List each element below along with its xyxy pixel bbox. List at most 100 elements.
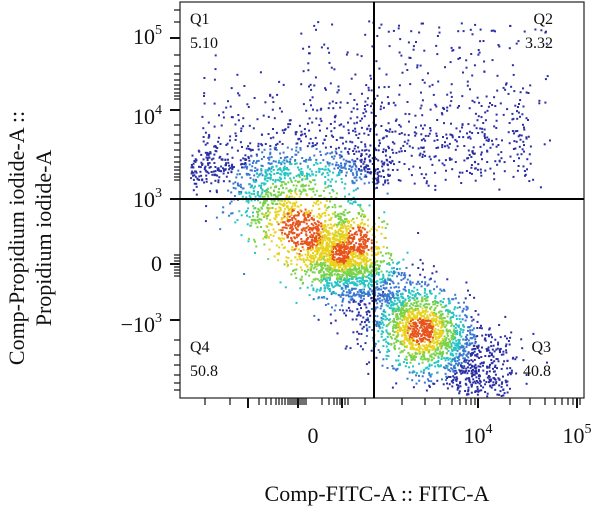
event-dot — [215, 191, 218, 194]
event-dot — [397, 282, 400, 285]
event-dot — [269, 148, 272, 151]
event-dot — [347, 295, 350, 298]
event-dot — [237, 119, 240, 122]
event-dot — [303, 132, 306, 135]
event-dot — [453, 364, 456, 367]
event-dot — [425, 323, 428, 326]
event-dot — [418, 31, 421, 34]
event-dot — [398, 161, 401, 163]
event-dot — [398, 84, 401, 87]
event-dot — [350, 258, 353, 261]
event-dot — [380, 232, 383, 235]
event-dot — [327, 268, 330, 271]
event-dot — [353, 244, 356, 247]
event-dot — [477, 115, 480, 118]
event-dot — [425, 325, 428, 328]
event-dot — [429, 307, 431, 310]
event-dot — [331, 232, 334, 235]
event-dot — [342, 294, 345, 296]
event-dot — [314, 265, 317, 268]
event-dot — [382, 151, 384, 153]
event-dot — [298, 180, 301, 183]
event-dot — [323, 272, 326, 275]
event-dot — [357, 293, 360, 296]
event-dot — [303, 128, 306, 131]
event-dot — [405, 355, 408, 358]
event-dot — [294, 272, 297, 275]
event-dot — [390, 301, 393, 304]
event-dot — [386, 293, 389, 296]
event-dot — [402, 326, 405, 329]
event-dot — [267, 258, 270, 261]
event-dot — [276, 252, 279, 255]
event-dot — [359, 230, 362, 233]
event-dot — [434, 354, 437, 357]
event-dot — [420, 323, 423, 326]
event-dot — [353, 122, 356, 125]
event-dot — [236, 184, 239, 187]
event-dot — [489, 102, 491, 105]
event-dot — [451, 338, 454, 341]
event-dot — [361, 221, 364, 224]
event-dot — [332, 248, 335, 250]
event-dot — [263, 199, 266, 202]
event-dot — [408, 310, 411, 312]
event-dot — [337, 229, 340, 232]
event-dot — [383, 220, 386, 223]
event-dot — [339, 226, 342, 229]
event-dot — [374, 342, 377, 345]
event-dot — [361, 288, 364, 291]
event-dot — [420, 285, 423, 288]
event-dot — [458, 352, 461, 355]
event-dot — [410, 302, 413, 305]
event-dot — [502, 388, 505, 391]
event-dot — [332, 240, 335, 243]
event-dot — [369, 130, 372, 133]
event-dot — [347, 121, 349, 124]
event-dot — [234, 187, 237, 190]
event-dot — [451, 350, 454, 352]
event-dot — [513, 160, 515, 162]
event-dot — [385, 329, 388, 332]
event-dot — [336, 250, 339, 253]
event-dot — [289, 223, 292, 226]
event-dot — [389, 156, 392, 159]
event-dot — [435, 135, 438, 137]
event-dot — [385, 354, 388, 357]
event-dot — [311, 257, 314, 260]
event-dot — [359, 248, 362, 251]
event-dot — [440, 310, 443, 313]
event-dot — [460, 361, 463, 364]
event-dot — [295, 301, 298, 304]
event-dot — [463, 365, 466, 368]
event-dot — [494, 105, 497, 107]
event-dot — [234, 123, 237, 126]
event-dot — [358, 295, 361, 298]
event-dot — [497, 343, 499, 346]
event-dot — [430, 353, 433, 356]
event-dot — [449, 363, 452, 366]
event-dot — [356, 103, 359, 106]
event-dot — [322, 267, 325, 270]
event-dot — [449, 376, 452, 378]
event-dot — [313, 24, 316, 27]
event-dot — [432, 311, 434, 314]
event-dot — [346, 211, 349, 214]
event-dot — [350, 262, 353, 265]
event-dot — [481, 334, 484, 337]
event-dot — [288, 195, 291, 198]
event-dot — [453, 325, 456, 328]
event-dot — [269, 145, 272, 147]
event-dot — [469, 171, 471, 174]
event-dot — [228, 214, 231, 217]
event-dot — [290, 231, 293, 234]
event-dot — [504, 335, 507, 338]
event-dot — [397, 364, 400, 367]
event-dot — [423, 291, 426, 294]
event-dot — [476, 119, 479, 122]
event-dot — [280, 229, 283, 232]
event-dot — [283, 128, 286, 131]
event-dot — [330, 291, 333, 294]
event-dot — [334, 245, 336, 248]
event-dot — [458, 318, 461, 320]
